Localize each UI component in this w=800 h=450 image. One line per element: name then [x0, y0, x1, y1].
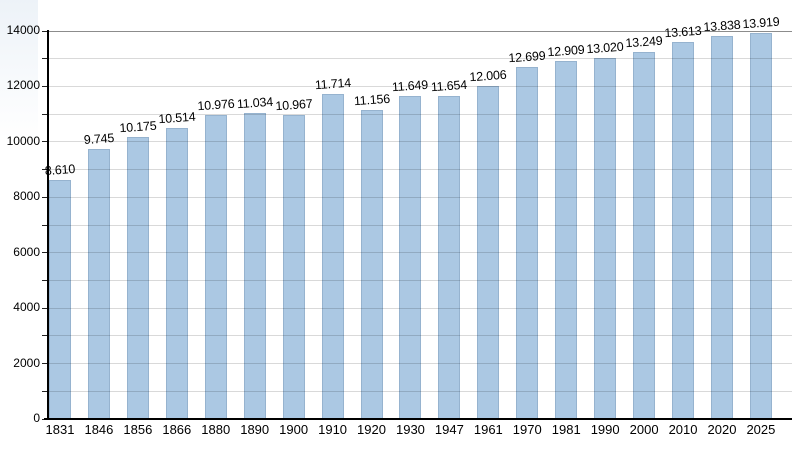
y-axis-label-6000: 6000 — [13, 244, 40, 259]
gridline-3000 — [48, 335, 792, 337]
x-axis-label-1831: 1831 — [45, 422, 75, 437]
gridline-9000 — [48, 169, 792, 171]
gridline-8000 — [48, 196, 792, 198]
y-tick-8000 — [42, 196, 48, 198]
x-axis-label-1910: 1910 — [318, 422, 348, 437]
bar-2020 — [710, 35, 733, 419]
gridline-7000 — [48, 224, 792, 226]
x-axis-label-1947: 1947 — [434, 422, 464, 437]
y-axis-label-0: 0 — [33, 411, 40, 425]
x-axis-label-1990: 1990 — [590, 422, 620, 437]
y-tick-6000 — [42, 252, 48, 254]
bar-1866 — [165, 127, 188, 419]
y-tick-9000 — [42, 169, 48, 171]
bar-value-label: 8.610 — [44, 162, 76, 179]
y-tick-2000 — [42, 363, 48, 365]
bar-value-label: 10.967 — [274, 96, 313, 114]
y-tick-1000 — [42, 390, 48, 392]
x-axis-label-1981: 1981 — [551, 422, 581, 437]
y-tick-3000 — [42, 335, 48, 337]
y-tick-5000 — [42, 279, 48, 281]
bar-1880 — [204, 114, 227, 419]
x-axis-label-1961: 1961 — [473, 422, 503, 437]
x-axis-label-1866: 1866 — [162, 422, 192, 437]
x-axis-label-2010: 2010 — [668, 422, 698, 437]
gridline-6000 — [48, 252, 792, 254]
y-axis-label-14000: 14000 — [6, 23, 40, 37]
x-axis-label-2025: 2025 — [746, 422, 776, 437]
gridline-5000 — [48, 279, 792, 281]
y-axis-label-8000: 8000 — [13, 189, 40, 204]
gridline-10000 — [48, 141, 792, 143]
x-axis-label-1856: 1856 — [123, 422, 153, 437]
bar-1990 — [594, 58, 617, 419]
y-axis-label-10000: 10000 — [6, 133, 40, 148]
x-axis-label-1880: 1880 — [201, 422, 231, 437]
bar-2025 — [749, 33, 772, 419]
x-axis-label-1900: 1900 — [279, 422, 309, 437]
gridline-1000 — [48, 390, 792, 392]
bar-1900 — [282, 115, 305, 419]
y-tick-11000 — [42, 113, 48, 115]
bar-value-label: 11.156 — [352, 91, 390, 109]
x-axis-label-1846: 1846 — [84, 422, 114, 437]
bar-1846 — [87, 148, 110, 419]
bar-1856 — [126, 137, 149, 419]
gridline-2000 — [48, 363, 792, 365]
bar-1947 — [438, 96, 461, 419]
gridline-4000 — [48, 307, 792, 309]
y-axis-label-12000: 12000 — [6, 78, 40, 93]
bar-1831 — [49, 180, 71, 419]
y-axis-label-2000: 2000 — [13, 355, 40, 370]
y-tick-10000 — [42, 141, 48, 143]
gridline-13000 — [48, 58, 792, 60]
x-axis-label-1930: 1930 — [395, 422, 425, 437]
x-axis-label-2020: 2020 — [707, 422, 737, 437]
gridline-14000 — [48, 30, 792, 32]
y-axis-label-4000: 4000 — [13, 300, 40, 315]
gridline-12000 — [48, 85, 792, 87]
x-axis-label-2000: 2000 — [629, 422, 659, 437]
bar-1930 — [399, 96, 422, 419]
bar-1920 — [360, 109, 383, 419]
y-tick-4000 — [42, 307, 48, 309]
y-tick-7000 — [42, 224, 48, 226]
bar-1910 — [321, 94, 344, 419]
x-axis-label-1920: 1920 — [357, 422, 386, 437]
x-axis-label-1890: 1890 — [240, 422, 270, 437]
y-tick-12000 — [42, 85, 48, 87]
y-tick-13000 — [42, 58, 48, 60]
bar-value-label: 12.006 — [469, 67, 508, 85]
x-axis-label-1970: 1970 — [512, 422, 542, 437]
bar-1970 — [516, 67, 539, 419]
y-tick-14000 — [42, 30, 48, 32]
y-axis — [47, 30, 49, 420]
bar-value-label: 11.714 — [314, 76, 352, 93]
bar-1981 — [555, 61, 578, 419]
x-axis — [44, 418, 792, 420]
gridline-11000 — [48, 113, 792, 115]
bar-1890 — [243, 113, 266, 419]
